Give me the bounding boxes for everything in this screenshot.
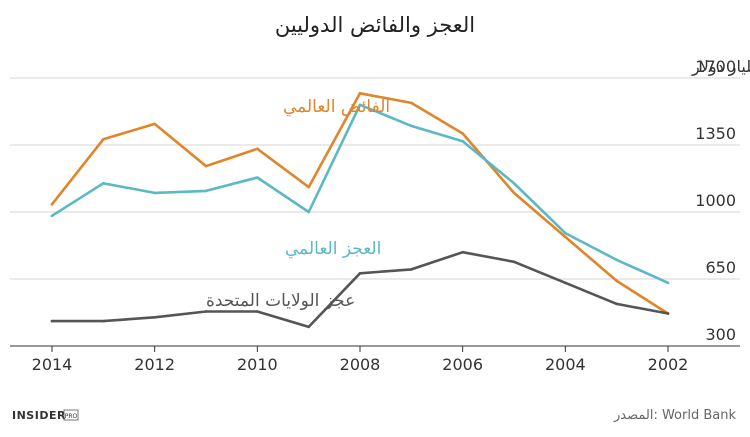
data-point (615, 258, 618, 262)
series-labels: الفائض العالمي العجز العالمي عجز الولايات … (206, 97, 390, 311)
data-point (358, 271, 362, 275)
data-point (102, 319, 105, 323)
data-point (461, 250, 464, 254)
data-point (615, 279, 618, 283)
brand-logo: INSIDER (12, 409, 66, 422)
y-tick-label: 1700 (695, 57, 736, 76)
y-tick-label: 1350 (695, 124, 736, 143)
y-tick-label: 1000 (695, 191, 736, 210)
data-point (512, 191, 516, 195)
data-point (256, 147, 259, 151)
data-point (564, 281, 567, 285)
data-point (204, 164, 208, 168)
data-point (410, 124, 413, 128)
series-label: العجز العالمي (285, 239, 381, 259)
data-point (50, 203, 54, 206)
x-tick-label: 2014 (32, 355, 73, 374)
data-point (307, 325, 310, 329)
data-point (307, 210, 310, 214)
data-point (153, 122, 156, 126)
x-tick-label: 2002 (648, 355, 689, 374)
x-tick-label: 2010 (237, 355, 278, 374)
data-point (666, 312, 670, 315)
brand-badge-box (63, 409, 79, 421)
y-axis-unit-label: مليار دولار (691, 57, 750, 77)
data-point (358, 92, 362, 95)
data-point (615, 302, 618, 306)
series-line (50, 250, 670, 329)
data-point (256, 176, 259, 179)
data-point (512, 260, 516, 264)
data-point (410, 101, 413, 105)
data-point (153, 315, 156, 319)
chart-title: العجز والفائض الدوليين (275, 13, 475, 37)
series-label: عجز الولايات المتحدة (206, 291, 355, 311)
data-point (307, 185, 310, 189)
x-tick-label: 2004 (545, 355, 586, 374)
data-point (410, 268, 413, 271)
data-point (204, 310, 208, 313)
data-point (153, 191, 156, 195)
brand-badge: PRO (65, 413, 78, 420)
grid (10, 77, 740, 347)
data-point (358, 103, 362, 107)
series-label: الفائض العالمي (283, 97, 390, 117)
data-point (461, 139, 464, 143)
data-point (564, 235, 567, 239)
data-point (102, 137, 105, 141)
footer: INSIDER PRO المصدر: World Bank (12, 408, 736, 423)
y-tick-label: 650 (705, 258, 736, 277)
data-point (461, 132, 464, 135)
data-point (256, 310, 259, 313)
data-point (564, 231, 567, 235)
data-point (204, 189, 208, 193)
source-note: المصدر: World Bank (613, 408, 736, 423)
series (50, 92, 670, 329)
data-point (50, 214, 54, 218)
x-tick-label: 2012 (134, 355, 175, 374)
data-point (512, 181, 516, 185)
data-point (666, 281, 670, 285)
data-point (102, 181, 105, 185)
series-line (50, 92, 670, 315)
x-tick-label: 2008 (340, 355, 381, 374)
y-tick-label: 300 (705, 325, 736, 344)
x-tick-label: 2006 (442, 355, 483, 374)
data-point (50, 319, 54, 323)
